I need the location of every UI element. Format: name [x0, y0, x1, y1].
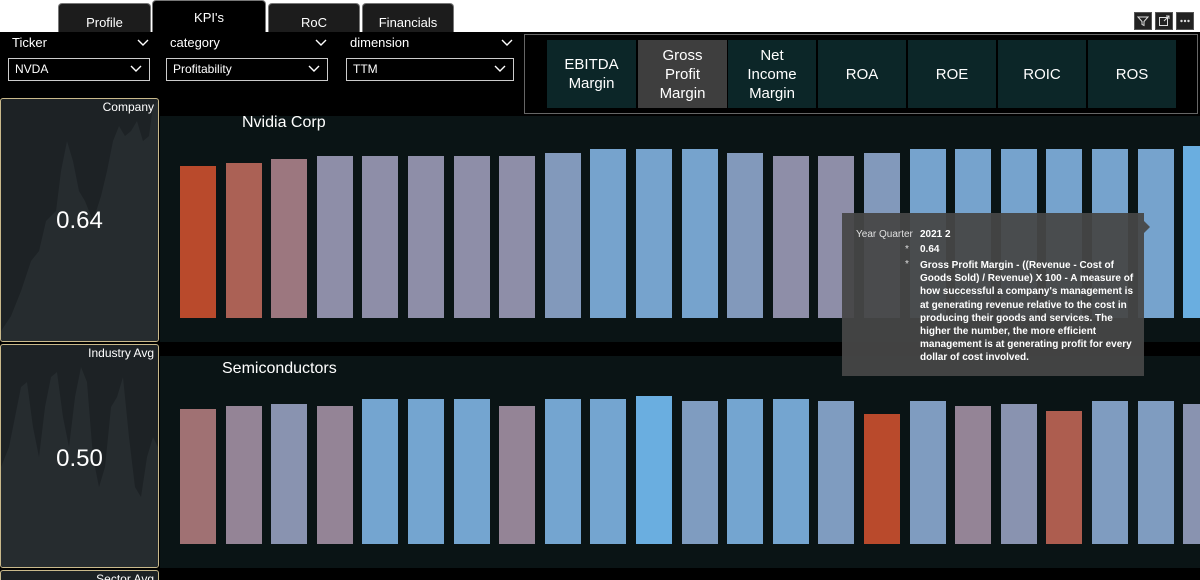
filter-icon[interactable] — [1134, 12, 1152, 30]
chevron-down-icon — [129, 59, 143, 79]
card-value: 0.64 — [56, 207, 103, 234]
dimension-value: TTM — [353, 62, 378, 76]
category-dropdown[interactable]: Profitability — [166, 58, 328, 81]
card-value: 0.50 — [56, 445, 103, 472]
bar[interactable] — [590, 398, 627, 544]
bar[interactable] — [544, 398, 581, 544]
category-value: Profitability — [173, 62, 232, 76]
chevron-down-icon — [136, 32, 150, 52]
bar[interactable] — [864, 414, 900, 544]
bar[interactable] — [499, 406, 536, 544]
tooltip: Year Quarter 2021 2 * 0.64 * Gross Profi… — [842, 213, 1150, 376]
dimension-dropdown[interactable]: TTM — [346, 58, 514, 81]
kpi-button-net-income-margin[interactable]: Net Income Margin — [728, 40, 816, 108]
kpi-button-roa[interactable]: ROA — [818, 40, 906, 108]
bar[interactable] — [1137, 401, 1174, 544]
bar[interactable] — [1046, 411, 1083, 544]
chevron-down-icon — [500, 32, 514, 52]
ticker-slicer: Ticker NVDA — [0, 32, 150, 81]
bar[interactable] — [727, 398, 764, 544]
chevron-down-icon — [307, 59, 321, 79]
bar[interactable] — [1183, 403, 1200, 544]
card-label: Sector Avg — [96, 572, 154, 580]
category-slicer: category Profitability — [158, 32, 328, 81]
bar[interactable] — [499, 156, 536, 318]
company-card: Company 0.64 — [0, 98, 159, 342]
tooltip-value: 0.64 — [920, 244, 940, 255]
company-sparkline — [1, 101, 158, 341]
category-slicer-label: category — [170, 35, 220, 50]
bar[interactable] — [316, 406, 353, 544]
kpi-button-roic[interactable]: ROIC — [998, 40, 1086, 108]
bar[interactable] — [225, 162, 262, 318]
tab-bar: Profile KPI's RoC Financials — [0, 0, 1200, 35]
industry-bar-chart: Semiconductors — [160, 356, 1200, 568]
kpi-button-panel: EBITDA Margin Gross Profit Margin Net Income… — [524, 34, 1198, 114]
visual-header-icons — [1134, 12, 1194, 30]
kpi-button-gross-profit-margin[interactable]: Gross Profit Margin — [638, 40, 727, 108]
chart-title: Semiconductors — [222, 360, 337, 377]
bar[interactable] — [636, 396, 672, 544]
tooltip-quarter: 2021 2 — [920, 229, 951, 240]
ticker-dropdown[interactable]: NVDA — [8, 58, 150, 81]
expand-icon[interactable] — [1155, 12, 1173, 30]
bar[interactable] — [408, 398, 444, 544]
tooltip-bullet: * — [905, 244, 909, 255]
tooltip-pointer — [1144, 221, 1150, 233]
bar[interactable] — [681, 401, 718, 544]
bar[interactable] — [271, 403, 308, 544]
tooltip-bullet: * — [905, 259, 909, 270]
more-options-icon[interactable] — [1176, 12, 1194, 30]
bar[interactable] — [271, 159, 308, 318]
dimension-slicer-header[interactable]: dimension — [338, 32, 514, 54]
bar[interactable] — [544, 152, 581, 318]
ticker-slicer-header[interactable]: Ticker — [0, 32, 150, 54]
ticker-value: NVDA — [15, 62, 49, 76]
bar[interactable] — [818, 401, 855, 544]
ticker-slicer-label: Ticker — [12, 35, 47, 50]
industry-avg-card: Industry Avg 0.50 — [0, 344, 159, 568]
tab-kpis[interactable]: KPI's — [152, 0, 266, 34]
bar[interactable] — [225, 406, 262, 544]
dimension-slicer: dimension TTM — [338, 32, 514, 81]
kpi-button-ros[interactable]: ROS — [1088, 40, 1176, 108]
chart-title: Nvidia Corp — [242, 114, 326, 131]
bar[interactable] — [362, 398, 399, 544]
bar[interactable] — [180, 408, 216, 544]
bar[interactable] — [408, 156, 444, 318]
bar[interactable] — [955, 406, 992, 544]
bar[interactable] — [1000, 403, 1037, 544]
card-label: Company — [102, 100, 154, 114]
kpi-button-ebitda-margin[interactable]: EBITDA Margin — [547, 40, 636, 108]
bar[interactable] — [1183, 146, 1200, 318]
bar[interactable] — [453, 156, 490, 318]
bar[interactable] — [772, 398, 809, 544]
category-slicer-header[interactable]: category — [158, 32, 328, 54]
bar[interactable] — [316, 156, 353, 318]
tab-profile[interactable]: Profile — [58, 3, 151, 35]
tab-financials[interactable]: Financials — [362, 3, 454, 35]
chevron-down-icon — [493, 59, 507, 79]
bar[interactable] — [727, 152, 764, 318]
bar[interactable] — [180, 166, 216, 318]
bar[interactable] — [772, 156, 809, 318]
bar[interactable] — [362, 156, 399, 318]
bar[interactable] — [1092, 401, 1128, 544]
chevron-down-icon — [314, 32, 328, 52]
sector-avg-card: Sector Avg — [0, 570, 159, 580]
tooltip-description: Gross Profit Margin - ((Revenue - Cost o… — [920, 260, 1134, 364]
kpi-button-roe[interactable]: ROE — [908, 40, 996, 108]
bar[interactable] — [681, 149, 718, 318]
card-label: Industry Avg — [88, 346, 154, 360]
bar[interactable] — [909, 401, 946, 544]
tooltip-field-label: Year Quarter — [856, 229, 913, 240]
bar[interactable] — [590, 149, 627, 318]
bar[interactable] — [636, 149, 672, 318]
dimension-slicer-label: dimension — [350, 35, 410, 50]
bar[interactable] — [453, 398, 490, 544]
tab-roc[interactable]: RoC — [268, 3, 360, 35]
industry-sparkline — [1, 367, 158, 567]
